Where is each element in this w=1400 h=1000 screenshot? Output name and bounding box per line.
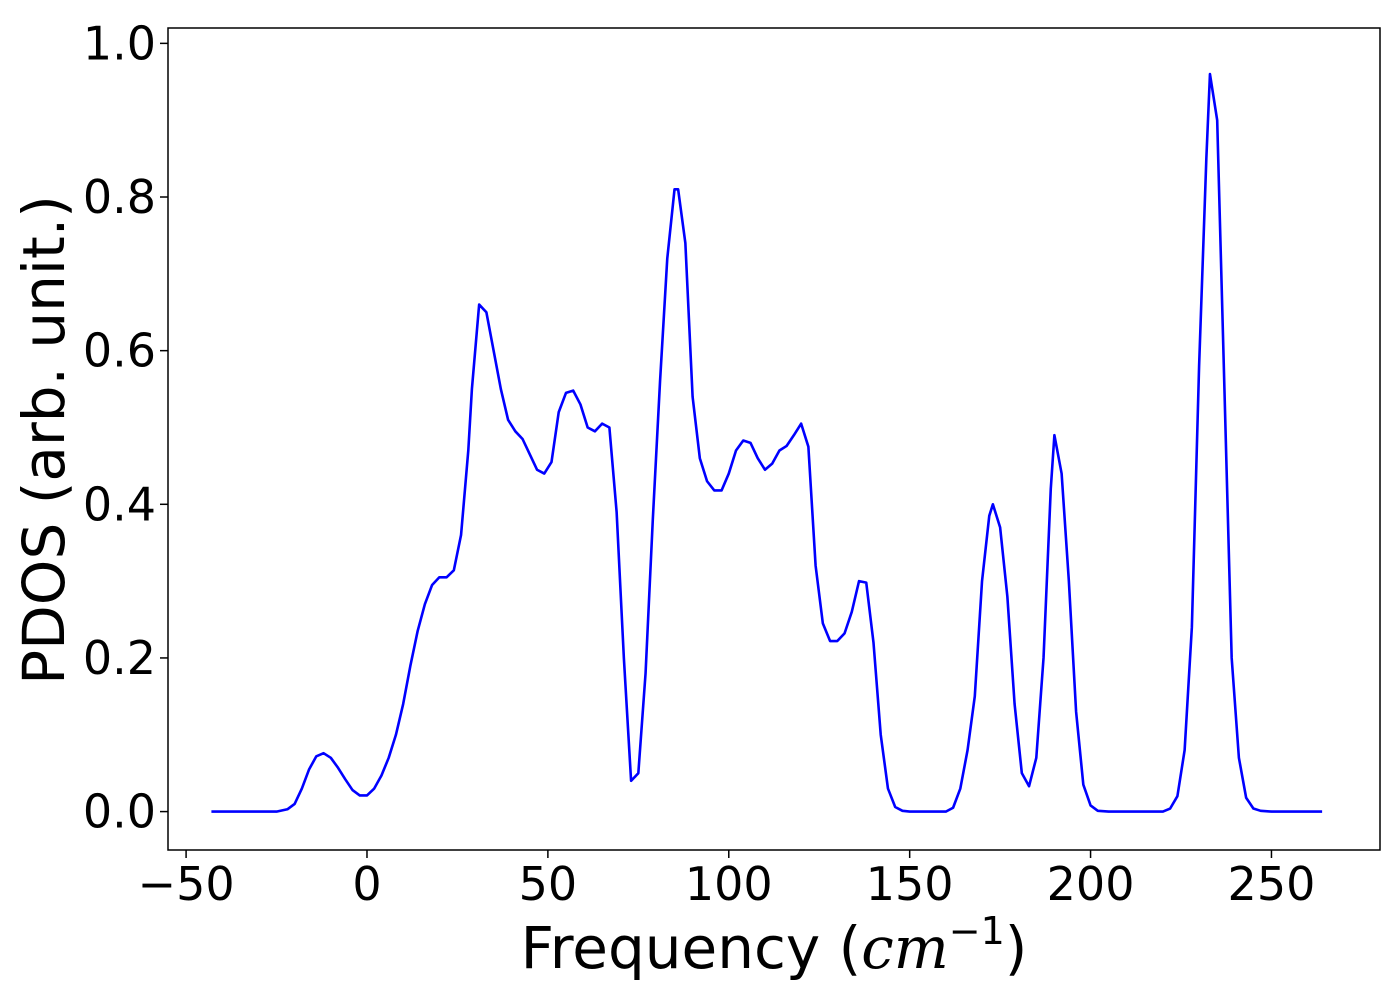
y-axis-title: PDOS (arb. unit.) <box>10 195 78 685</box>
x-tick-label: 0 <box>352 857 381 911</box>
x-tick-label: 50 <box>519 857 578 911</box>
y-tick-label: 0.0 <box>83 785 156 839</box>
x-tick-label: −50 <box>138 857 235 911</box>
y-tick-label: 1.0 <box>83 16 156 70</box>
y-tick-label: 0.4 <box>83 477 156 531</box>
x-tick-label: 250 <box>1228 857 1316 911</box>
axis-ticks: −50 0 50 100 150 200 250 0.0 0.2 0.4 0.6 0.8 1.0 <box>83 16 1316 911</box>
y-tick-label: 0.8 <box>83 170 156 224</box>
x-tick-label: 200 <box>1047 857 1135 911</box>
x-tick-label: 100 <box>685 857 773 911</box>
y-tick-label: 0.6 <box>83 324 156 378</box>
x-axis-title: Frequency (cm−1) <box>521 909 1028 982</box>
x-tick-label: 150 <box>866 857 954 911</box>
y-tick-label: 0.2 <box>83 631 156 685</box>
series-line-0 <box>211 72 1323 813</box>
axes-frame <box>167 27 1381 851</box>
plot-area <box>211 72 1323 813</box>
